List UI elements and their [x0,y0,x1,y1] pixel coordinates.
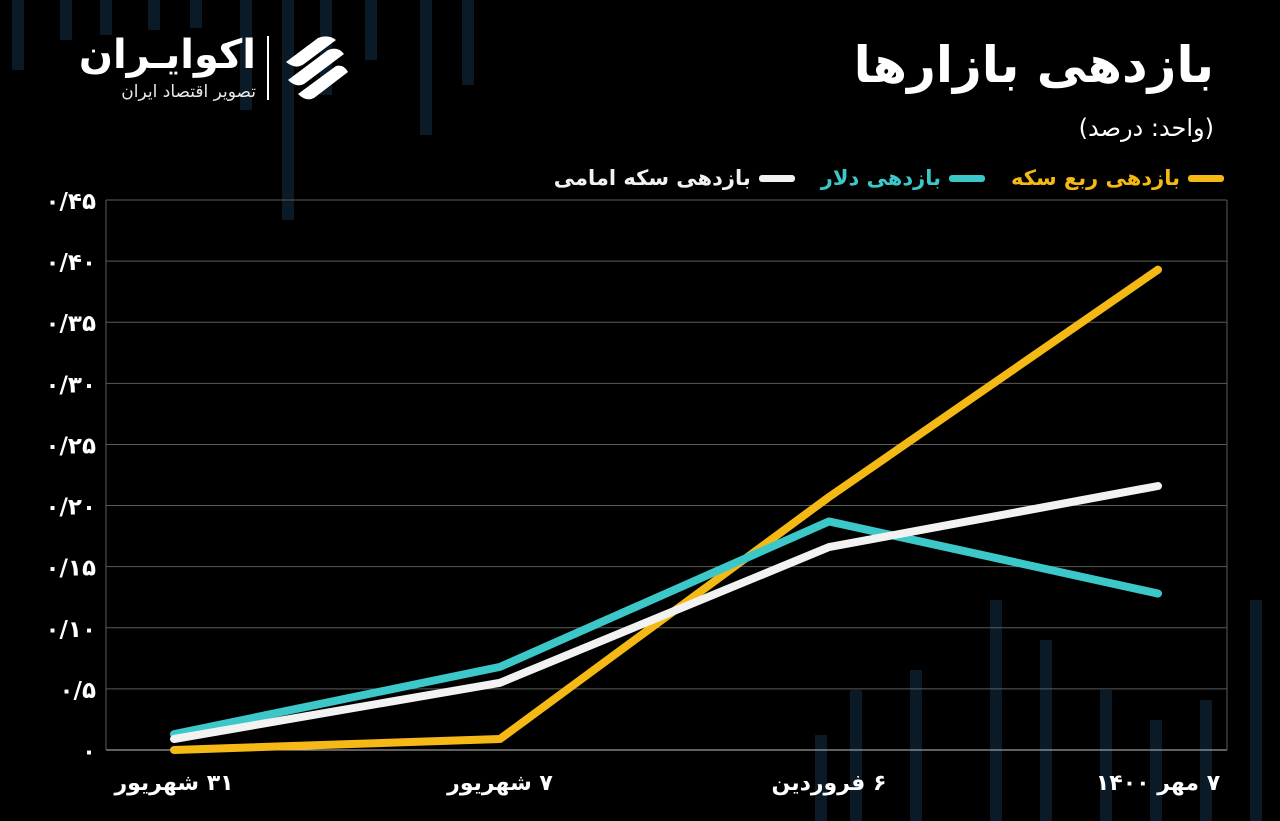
brand-tagline: تصویر اقتصاد ایران [121,82,256,102]
y-tick-label: ۰/۴۰ [45,250,96,276]
legend-item-dollar: بازدهی دلار [820,166,986,190]
legend-label-dollar: بازدهی دلار [820,166,942,190]
brand-logo: اکوایـران تصویر اقتصاد ایران [48,30,348,110]
series-line-dollar [170,517,1162,739]
legend-item-emami-coin: بازدهی سکه امامی [554,166,795,190]
legend-label-emami-coin: بازدهی سکه امامی [553,166,751,190]
ekoiran-logo-icon [286,36,348,100]
y-tick-label: ۰ [82,739,96,765]
y-tick-label: ۰/۴۵ [45,189,96,215]
x-tick-label: ۶ فروردین [772,771,887,796]
x-tick-label: ۳۱ شهریور [113,771,233,796]
x-tick-label: ۷ مهر ۱۴۰۰ [1096,771,1221,796]
legend-label-quarter-coin: بازدهی ربع سکه [1011,166,1180,190]
y-tick-label: ۰/۳۰ [45,372,96,398]
chart-legend: بازدهی ربع سکه بازدهی دلار بازدهی سکه ام… [554,166,1224,190]
y-tick-label: ۰/۲۰ [45,495,96,521]
y-tick-label: ۰/۵ [60,678,96,704]
legend-swatch-dollar [949,174,986,182]
brand-name: اکوایـران [78,32,256,78]
series-line-emami-coin [170,482,1162,743]
y-tick-label: ۰/۱۵ [45,556,96,582]
legend-swatch-emami-coin [758,174,795,182]
y-tick-label: ۰/۱۰ [45,617,96,643]
x-tick-label: ۷ شهریور [446,771,553,796]
legend-swatch-quarter-coin [1188,174,1224,182]
legend-item-quarter-coin: بازدهی ربع سکه [1011,166,1224,190]
brand-divider [267,36,269,100]
y-tick-label: ۰/۳۵ [45,311,96,337]
chart-unit: (واحد: درصد) [1078,114,1214,142]
y-tick-label: ۰/۲۵ [45,433,96,459]
chart-title: بازدهی بازارها [853,36,1214,94]
